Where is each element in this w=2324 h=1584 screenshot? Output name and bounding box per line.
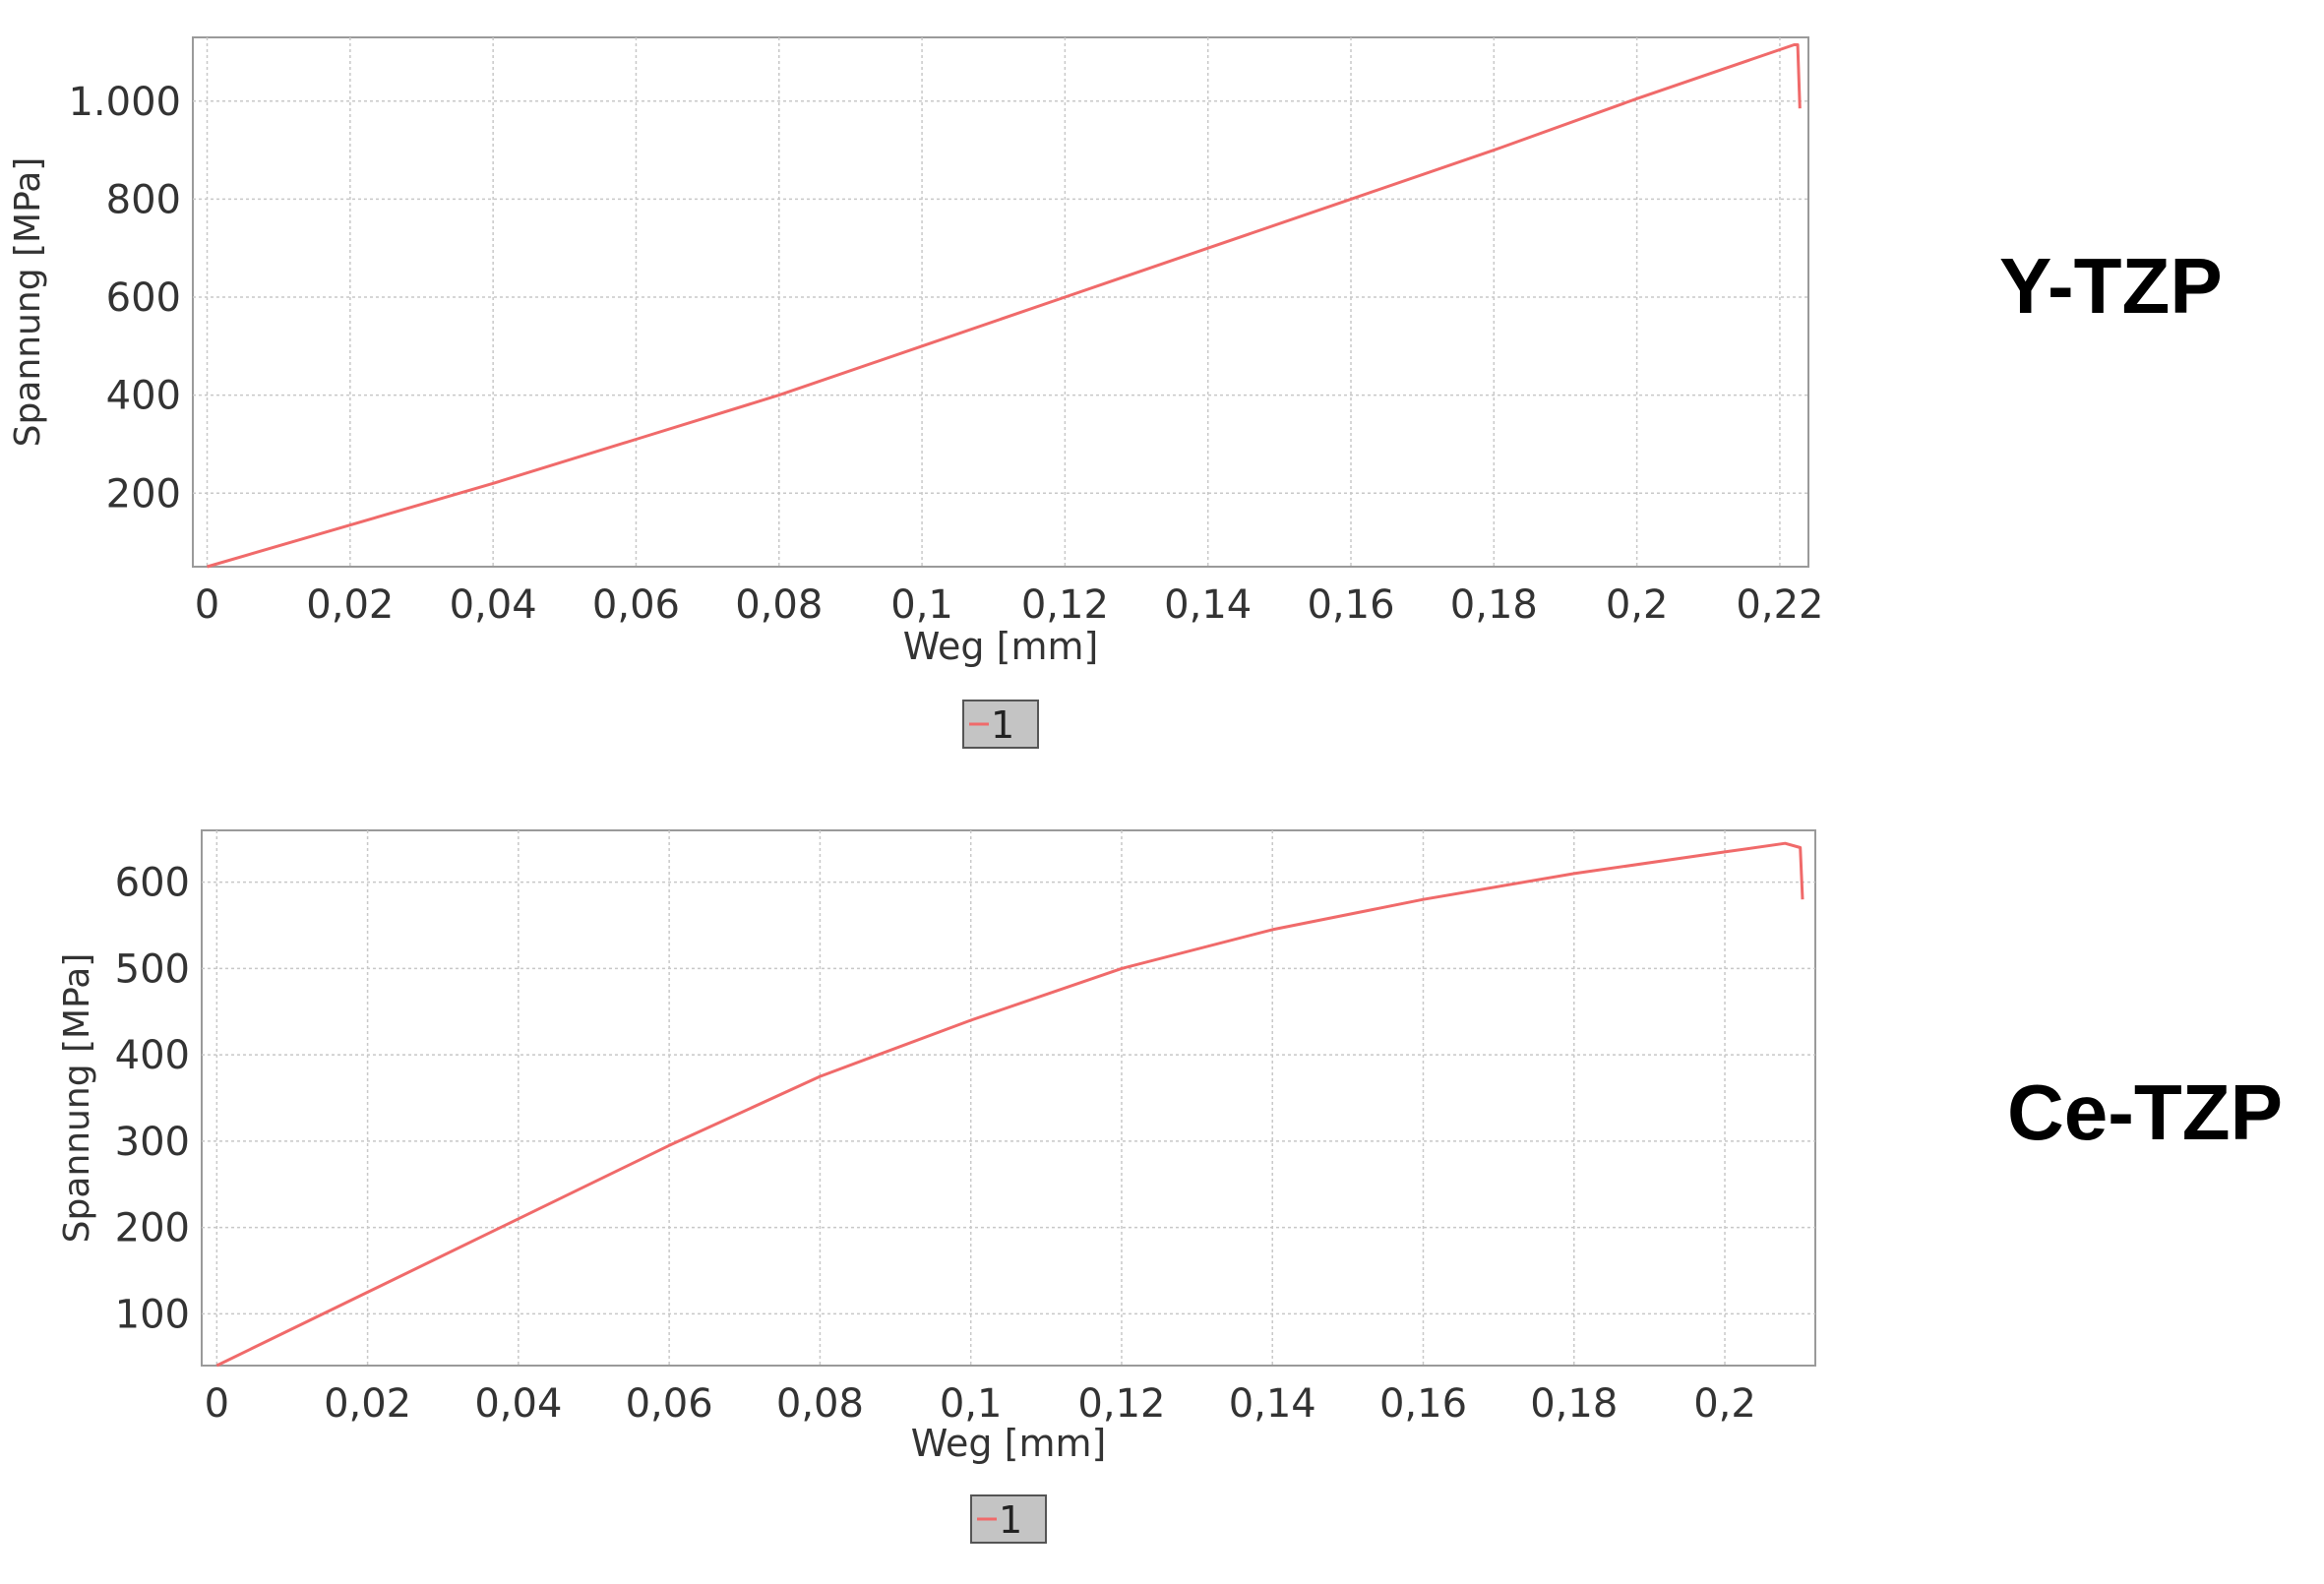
x-axis-label: Weg [mm]	[911, 1422, 1107, 1465]
y-tick-label: 300	[115, 1120, 190, 1165]
series-line	[215, 841, 1804, 1368]
y-axis-label: Spannung [MPa]	[8, 157, 48, 448]
y-tick-label: 600	[106, 275, 181, 321]
legend[interactable]: 1	[962, 700, 1039, 749]
y-axis-label: Spannung [MPa]	[57, 953, 97, 1244]
chart-ce-tzp: 0 0,02 0,04 0,06 0,08 0,1 0,12 0,14 0,16 0,18 0,2 1…	[57, 829, 1816, 1544]
x-tick-label: 0,1	[890, 582, 953, 628]
x-tick-label: 0,12	[1077, 1381, 1165, 1427]
y-tick-label: 200	[106, 471, 181, 517]
x-tick-label: 0,06	[592, 582, 680, 628]
x-tick-label: 0,08	[735, 582, 823, 628]
x-tick-label: 0,02	[306, 582, 394, 628]
y-tick-label: 400	[115, 1033, 190, 1078]
chart-top-panel: 0 0,02 0,04 0,06 0,08 0,1 0,12 0,14 0,16 0,18 0,2 0…	[0, 0, 2324, 767]
y-tick-label: 400	[106, 374, 181, 419]
x-tick-label: 0,04	[450, 582, 537, 628]
x-tick-label: 0,14	[1229, 1381, 1316, 1427]
x-tick-label: 0,04	[474, 1381, 562, 1427]
x-tick-label: 0,16	[1307, 582, 1394, 628]
x-tick-label: 0,2	[1693, 1381, 1756, 1427]
x-tick-label: 0,08	[776, 1381, 864, 1427]
x-tick-label: 0,12	[1021, 582, 1109, 628]
x-tick-label: 0,22	[1736, 582, 1823, 628]
x-tick-label: 0,16	[1379, 1381, 1467, 1427]
y-tick-label: 600	[115, 861, 190, 906]
plot-area	[201, 829, 1816, 1367]
series-label-y-tzp: Y-TZP	[1999, 242, 2223, 330]
y-tick-label: 200	[115, 1206, 190, 1251]
x-tick-label: 0,18	[1530, 1381, 1618, 1427]
chart-y-tzp: 0 0,02 0,04 0,06 0,08 0,1 0,12 0,14 0,16 0,18 0,2 0…	[8, 36, 1823, 749]
x-tick-label: 0,18	[1450, 582, 1538, 628]
y-tick-label: 500	[115, 946, 190, 992]
legend-label: 1	[999, 1498, 1022, 1542]
x-tick-label: 0,14	[1164, 582, 1252, 628]
x-tick-label: 0	[195, 582, 219, 628]
x-tick-label: 0,02	[324, 1381, 411, 1427]
series-line	[207, 43, 1802, 569]
x-axis-label: Weg [mm]	[903, 625, 1099, 668]
x-tick-label: 0,2	[1606, 582, 1669, 628]
plot-area	[192, 36, 1809, 568]
y-tick-label: 800	[106, 177, 181, 222]
y-tick-label: 100	[115, 1292, 190, 1337]
series-label-ce-tzp: Ce-TZP	[2007, 1068, 2283, 1156]
x-tick-label: 0	[205, 1381, 229, 1427]
y-tick-label: 1.000	[68, 80, 181, 125]
x-tick-label: 0,1	[940, 1381, 1003, 1427]
legend-label: 1	[991, 703, 1014, 747]
legend[interactable]: 1	[970, 1494, 1047, 1544]
chart-bottom-panel: 0 0,02 0,04 0,06 0,08 0,1 0,12 0,14 0,16 0,18 0,2 1…	[0, 787, 2324, 1579]
x-tick-label: 0,06	[626, 1381, 713, 1427]
